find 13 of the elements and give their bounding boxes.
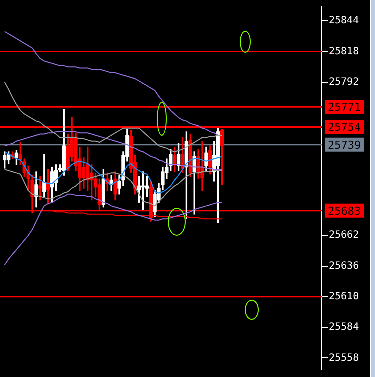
y-tick-label: 25610 [329, 292, 360, 303]
ref-line-label: 25754 [328, 121, 362, 134]
y-tick-label: 25844 [329, 16, 360, 27]
ref-line-label: 25739 [328, 138, 362, 152]
ref-line-label: 25771 [328, 101, 362, 114]
y-tick-label: 25662 [329, 230, 360, 242]
y-tick-label: 25584 [329, 322, 360, 334]
y-tick-label: 25636 [329, 260, 360, 272]
y-tick-label: 25818 [329, 46, 360, 58]
ref-line-label: 25683 [328, 204, 362, 218]
y-tick-label: 25792 [329, 77, 360, 88]
y-tick-label: 25558 [329, 352, 360, 364]
candlestick [38, 176, 42, 201]
